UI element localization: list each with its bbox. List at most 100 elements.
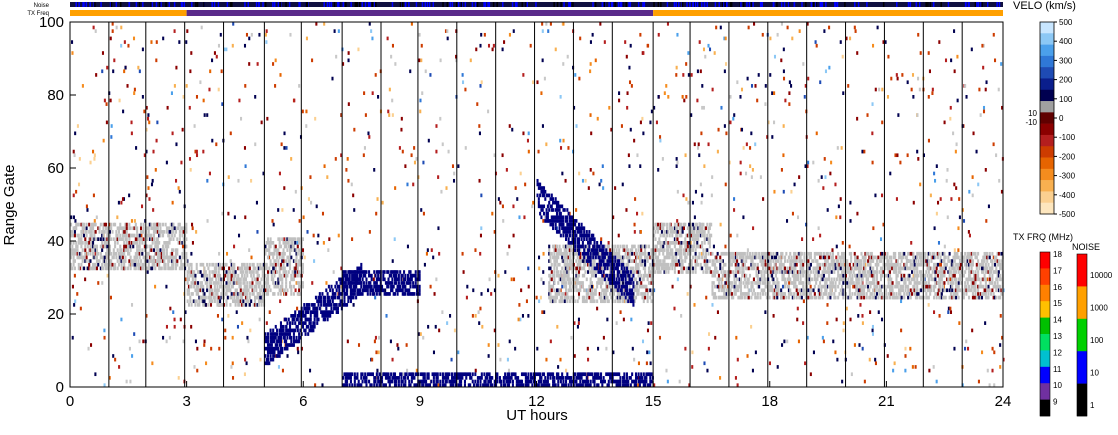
ground-scatter-cell (673, 262, 676, 267)
ground-scatter-cell (72, 233, 75, 238)
ground-scatter-cell (264, 251, 267, 256)
scatter-point (600, 178, 603, 183)
ground-scatter-cell (694, 222, 697, 227)
scatter-point (681, 95, 684, 99)
ground-scatter-cell (605, 266, 608, 271)
scatter-point (935, 164, 938, 168)
ground-scatter-cell (743, 292, 746, 296)
ground-scatter-cell (167, 244, 170, 249)
ground-scatter-cell (198, 288, 201, 293)
ground-scatter-cell (711, 251, 714, 256)
ground-scatter-cell (571, 255, 574, 260)
ground-scatter-cell (712, 262, 715, 267)
ground-scatter-cell (585, 244, 588, 249)
ground-scatter-cell (186, 288, 189, 293)
ground-scatter-cell (199, 295, 202, 300)
ground-scatter-cell (780, 295, 783, 300)
scatter-point (224, 328, 227, 333)
scatter-point (487, 43, 491, 48)
ground-scatter-cell (787, 288, 790, 293)
ground-scatter-cell (182, 226, 185, 231)
ground-scatter-cell (233, 277, 236, 282)
ground-scatter-cell (825, 262, 828, 267)
scatter-point (425, 251, 428, 256)
ground-scatter-cell (609, 262, 612, 267)
scatter-point (418, 32, 421, 37)
ground-scatter-cell (104, 262, 108, 267)
ground-scatter-cell (565, 262, 568, 267)
scatter-point (693, 303, 696, 307)
scatter-point (581, 178, 584, 183)
scatter-point (325, 281, 328, 285)
ground-scatter-cell (842, 262, 845, 267)
ground-scatter-cell (251, 281, 254, 285)
ground-scatter-cell (198, 270, 201, 274)
scatter-point (676, 160, 679, 165)
ground-scatter-cell (81, 255, 84, 260)
ground-scatter-cell (552, 244, 555, 249)
ground-scatter-cell (137, 262, 140, 267)
ground-scatter-cell (874, 270, 877, 274)
ground-scatter-cell (852, 262, 855, 267)
ground-scatter-cell (212, 270, 215, 274)
scatter-point (105, 120, 108, 125)
ground-scatter-cell (679, 255, 682, 260)
ground-scatter-cell (259, 281, 262, 285)
ground-scatter-cell (156, 230, 159, 234)
scatter-point (400, 127, 403, 132)
ground-scatter-cell (200, 299, 203, 304)
ground-scatter-cell (776, 277, 779, 282)
ground-scatter-cell (239, 277, 242, 282)
ground-scatter-cell (125, 248, 128, 252)
ground-scatter-cell (761, 259, 765, 263)
scatter-point (549, 22, 552, 26)
ground-scatter-cell (84, 259, 87, 263)
scatter-point (479, 251, 482, 256)
scatter-point (145, 193, 148, 198)
ground-scatter-cell (650, 266, 653, 271)
scatter-point (279, 299, 282, 304)
ground-scatter-cell (154, 222, 157, 227)
ground-scatter-cell (246, 288, 249, 293)
ground-scatter-cell (760, 251, 763, 256)
ground-scatter-cell (72, 226, 75, 231)
scatter-point (333, 29, 336, 33)
ground-scatter-cell (80, 233, 83, 238)
ground-scatter-cell (584, 255, 587, 260)
ground-scatter-cell (812, 259, 815, 263)
scatter-point (815, 131, 818, 136)
ground-scatter-cell (857, 266, 860, 271)
ground-scatter-cell (734, 273, 737, 278)
ground-scatter-cell (855, 288, 858, 293)
ground-scatter-cell (106, 262, 109, 267)
ground-scatter-cell (739, 259, 743, 263)
ground-scatter-cell (152, 259, 155, 263)
ground-scatter-cell (242, 281, 245, 285)
ground-scatter-cell (229, 277, 232, 282)
scatter-point (641, 339, 645, 344)
ground-scatter-cell (566, 244, 569, 249)
ground-scatter-cell (260, 299, 263, 304)
ground-scatter-cell (863, 295, 866, 300)
ground-scatter-cell (816, 262, 819, 267)
ground-scatter-cell (660, 248, 663, 252)
scatter-point (111, 29, 114, 33)
scatter-point (274, 84, 277, 88)
ground-scatter-cell (226, 277, 229, 282)
ground-scatter-cell (830, 270, 833, 274)
scatter-point (221, 317, 224, 322)
ground-scatter-cell (225, 262, 228, 267)
ground-scatter-cell (667, 262, 670, 267)
ground-scatter-cell (215, 270, 218, 274)
scatter-point (956, 54, 959, 59)
scatter-point (707, 346, 710, 351)
ground-scatter-cell (717, 273, 720, 278)
ground-scatter-cell (563, 266, 566, 271)
ground-scatter-cell (873, 273, 876, 278)
ground-scatter-cell (124, 237, 127, 241)
ground-scatter-cell (763, 270, 766, 274)
ground-scatter-cell (714, 273, 717, 278)
ground-scatter-cell (549, 284, 552, 289)
scatter-point (781, 343, 784, 347)
ground-scatter-cell (821, 277, 824, 282)
